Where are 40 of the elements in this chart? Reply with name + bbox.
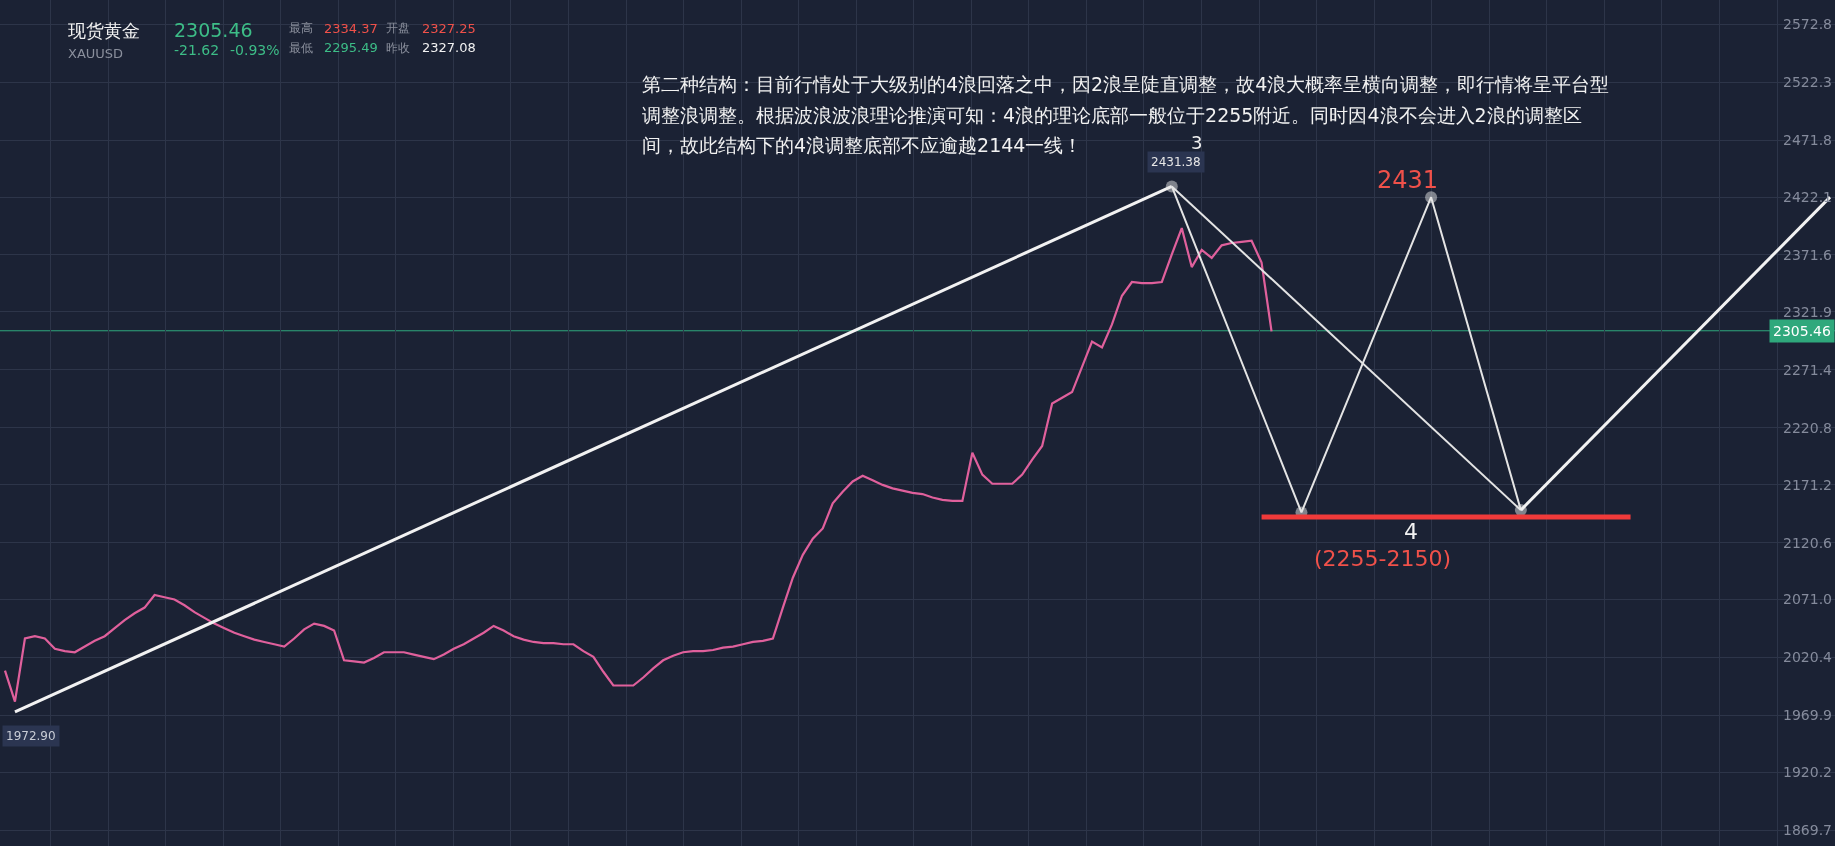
- y-tick-label: 2171.2: [1783, 476, 1832, 493]
- annotation: 2431: [1377, 166, 1439, 194]
- y-tick-label: 2471.8: [1783, 131, 1832, 148]
- annotation: -21.62: [174, 42, 220, 58]
- annotation: -0.93%: [230, 42, 280, 58]
- annotation: 开盘: [386, 21, 410, 35]
- y-tick-label: 2371.6: [1783, 246, 1833, 263]
- y-tick-label: 2020.4: [1783, 649, 1833, 666]
- annotation: 2327.25: [422, 21, 476, 36]
- ref-line-label: 2305.46: [1773, 323, 1831, 339]
- annotation: 2334.37: [324, 21, 378, 36]
- line-series: [3, 227, 1273, 703]
- annotation: 2295.49: [324, 40, 378, 55]
- annotation: 2431.38: [1151, 155, 1201, 169]
- y-tick-label: 2522.3: [1783, 74, 1832, 91]
- y-tick-label: 1969.9: [1783, 707, 1832, 724]
- y-tick-label: 1869.7: [1783, 822, 1832, 839]
- annotation: 4: [1404, 519, 1418, 544]
- y-tick-label: 2220.8: [1783, 419, 1832, 436]
- annotation: 3: [1191, 132, 1203, 153]
- annotation: 现货黄金: [68, 20, 140, 41]
- annotation: 昨收: [386, 41, 410, 55]
- annotation: 2327.08: [422, 40, 476, 55]
- y-tick-label: 2271.4: [1783, 361, 1833, 378]
- y-tick-label: 2422.1: [1783, 188, 1832, 205]
- annotation: 2305.46: [174, 19, 253, 41]
- annotation: (2255-2150): [1314, 546, 1452, 571]
- y-tick-label: 2071.0: [1783, 591, 1832, 608]
- annotation: XAUUSD: [68, 46, 124, 61]
- y-tick-label: 2321.9: [1783, 303, 1832, 320]
- annotation: 1972.90: [6, 729, 56, 743]
- point: [1425, 191, 1438, 204]
- annotation: 最低: [289, 41, 313, 55]
- y-tick-label: 1920.2: [1783, 764, 1832, 781]
- annotation: 第二种结构：目前行情处于大级别的4浪回落之中，因2浪呈陡直调整，故4浪大概率呈横向调整，即行情将呈平台型: [642, 73, 1610, 95]
- y-tick-label: 2572.8: [1783, 16, 1832, 33]
- annotation: 调整浪调整。根据波浪波浪理论推演可知：4浪的理论底部一般位于2255附近。同时因4浪不会进入2浪的调整区: [642, 104, 1582, 126]
- annotation: 最高: [289, 21, 313, 35]
- annotation: 间，故此结构下的4浪调整底部不应逾越2144一线！: [642, 134, 1083, 156]
- y-tick-label: 2120.6: [1783, 534, 1833, 551]
